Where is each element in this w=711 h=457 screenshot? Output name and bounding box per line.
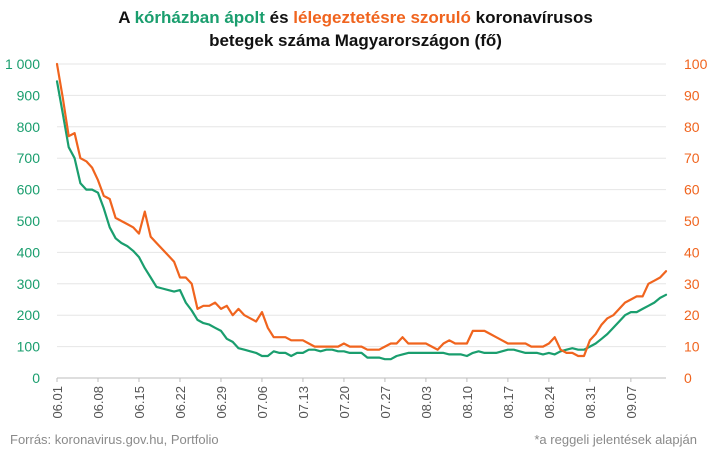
y-left-tick-label: 700 xyxy=(17,150,41,166)
y-left-tick-label: 900 xyxy=(17,87,41,103)
title-orange-phrase: lélegeztetésre szoruló xyxy=(293,8,471,27)
x-tick-label: 08.31 xyxy=(583,386,598,419)
chart-title: A kórházban ápolt és lélegeztetésre szor… xyxy=(0,6,711,52)
y-right-tick-label: 50 xyxy=(684,213,700,229)
y-right-tick-label: 100 xyxy=(684,56,708,72)
y-left-tick-label: 200 xyxy=(17,307,41,323)
y-right-tick-label: 80 xyxy=(684,119,700,135)
y-right-tick-label: 90 xyxy=(684,87,700,103)
y-right-tick-label: 20 xyxy=(684,307,700,323)
x-tick-label: 06.22 xyxy=(173,386,188,419)
source-text: Forrás: koronavirus.gov.hu, Portfolio xyxy=(10,432,219,447)
series-line-ventilated xyxy=(55,62,668,358)
x-tick-label: 06.15 xyxy=(132,386,147,419)
x-tick-label: 08.17 xyxy=(501,386,516,419)
x-tick-label: 07.20 xyxy=(337,386,352,419)
y-left-tick-label: 300 xyxy=(17,276,41,292)
x-tick-label: 07.27 xyxy=(378,386,393,419)
x-tick-label: 07.13 xyxy=(296,386,311,419)
y-right-tick-label: 10 xyxy=(684,339,700,355)
x-tick-label: 09.07 xyxy=(624,386,639,419)
series-line-hospitalized xyxy=(55,80,668,361)
footnote-text: *a reggeli jelentések alapján xyxy=(534,432,697,447)
chart-title-line-1: A kórházban ápolt és lélegeztetésre szor… xyxy=(118,8,593,27)
y-right-tick-label: 30 xyxy=(684,276,700,292)
title-green-phrase: kórházban ápolt xyxy=(134,8,265,27)
y-left-tick-label: 600 xyxy=(17,182,41,198)
chart-title-line-2: betegek száma Magyarországon (fő) xyxy=(209,31,502,50)
y-right-tick-label: 0 xyxy=(684,370,692,386)
y-left-tick-label: 0 xyxy=(32,370,40,386)
y-right-tick-label: 60 xyxy=(684,182,700,198)
x-tick-label: 06.08 xyxy=(91,386,106,419)
x-tick-label: 08.10 xyxy=(460,386,475,419)
x-tick-label: 07.06 xyxy=(255,386,270,419)
y-left-tick-label: 500 xyxy=(17,213,41,229)
x-tick-label: 06.29 xyxy=(214,386,229,419)
x-tick-label: 06.01 xyxy=(50,386,65,419)
y-left-tick-label: 800 xyxy=(17,119,41,135)
x-tick-label: 08.24 xyxy=(542,386,557,419)
y-left-tick-label: 400 xyxy=(17,244,41,260)
y-right-tick-label: 40 xyxy=(684,244,700,260)
y-right-tick-label: 70 xyxy=(684,150,700,166)
x-tick-label: 08.03 xyxy=(419,386,434,419)
y-left-tick-label: 1 000 xyxy=(5,56,40,72)
y-left-tick-label: 100 xyxy=(17,339,41,355)
